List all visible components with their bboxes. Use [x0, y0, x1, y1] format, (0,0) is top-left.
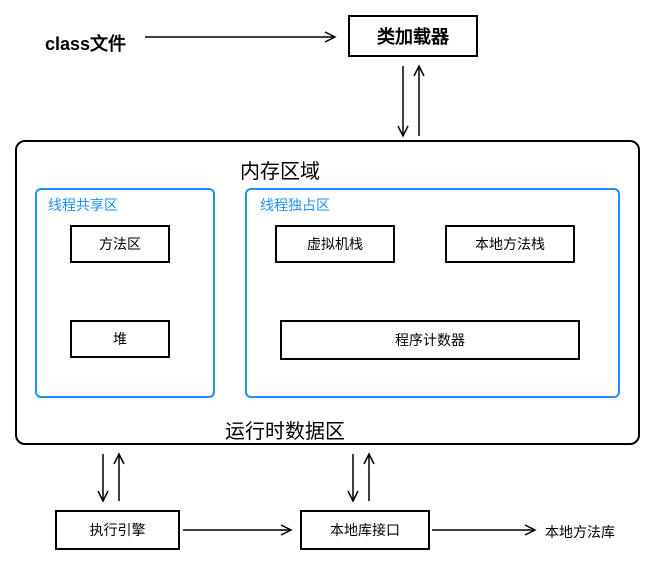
memory-area-title: 内存区域: [240, 155, 320, 184]
arrow-loader-memory: [395, 58, 435, 143]
arrow-exec-to-native: [183, 528, 298, 538]
pc-register-label: 程序计数器: [395, 330, 465, 350]
exclusive-area-box: [245, 188, 620, 398]
class-loader-label: 类加载器: [377, 23, 449, 49]
vm-stack-box: 虚拟机栈: [275, 225, 395, 263]
arrow-runtime-exec: [95, 446, 135, 508]
native-interface-box: 本地库接口: [300, 510, 430, 550]
native-stack-box: 本地方法栈: [445, 225, 575, 263]
exec-engine-label: 执行引擎: [90, 520, 146, 540]
exec-engine-box: 执行引擎: [55, 510, 180, 550]
arrow-classfile-to-loader: [145, 35, 345, 45]
method-area-label: 方法区: [99, 234, 141, 254]
class-loader-box: 类加载器: [348, 15, 478, 57]
arrow-runtime-native: [345, 446, 385, 508]
native-lib-label: 本地方法库: [545, 522, 615, 542]
arrow-native-to-lib: [432, 528, 542, 538]
pc-register-box: 程序计数器: [280, 320, 580, 360]
shared-area-label: 线程共享区: [48, 195, 118, 215]
shared-area-box: [35, 188, 215, 398]
method-area-box: 方法区: [70, 225, 170, 263]
vm-stack-label: 虚拟机栈: [307, 234, 363, 254]
native-stack-label: 本地方法栈: [475, 234, 545, 254]
runtime-data-title: 运行时数据区: [225, 415, 345, 444]
class-file-label: class文件: [45, 30, 126, 56]
exclusive-area-label: 线程独占区: [260, 195, 330, 215]
native-interface-label: 本地库接口: [330, 520, 400, 540]
heap-label: 堆: [113, 329, 127, 349]
heap-box: 堆: [70, 320, 170, 358]
